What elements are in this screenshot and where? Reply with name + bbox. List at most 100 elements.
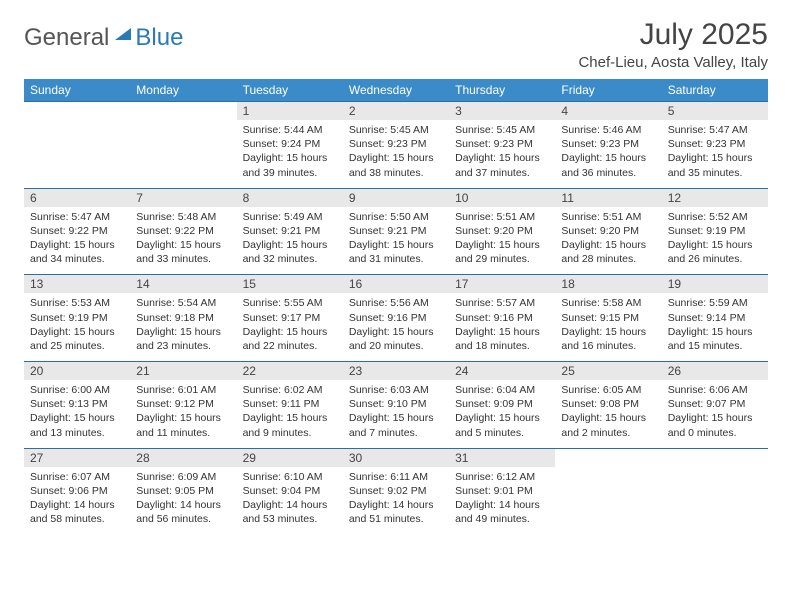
daylight-line: Daylight: 15 hours and 37 minutes. — [455, 151, 549, 179]
daylight-line: Daylight: 15 hours and 23 minutes. — [136, 325, 230, 353]
sunrise-line: Sunrise: 5:58 AM — [561, 296, 655, 310]
day-number: 12 — [662, 188, 768, 207]
day-number: 7 — [130, 188, 236, 207]
day-content: Sunrise: 6:01 AMSunset: 9:12 PMDaylight:… — [130, 380, 236, 448]
day-content: Sunrise: 6:00 AMSunset: 9:13 PMDaylight:… — [24, 380, 130, 448]
day-number: 11 — [555, 188, 661, 207]
day-number: 5 — [662, 102, 768, 121]
daylight-line: Daylight: 14 hours and 56 minutes. — [136, 498, 230, 526]
day-number: 21 — [130, 362, 236, 381]
day-number: 13 — [24, 275, 130, 294]
sunset-line: Sunset: 9:08 PM — [561, 397, 655, 411]
day-content: Sunrise: 5:47 AMSunset: 9:22 PMDaylight:… — [24, 207, 130, 275]
day-number: 25 — [555, 362, 661, 381]
daylight-line: Daylight: 15 hours and 22 minutes. — [243, 325, 337, 353]
daylight-line: Daylight: 15 hours and 18 minutes. — [455, 325, 549, 353]
day-content: Sunrise: 5:45 AMSunset: 9:23 PMDaylight:… — [343, 120, 449, 188]
daynum-row: 2728293031 — [24, 448, 768, 467]
sunset-line: Sunset: 9:15 PM — [561, 311, 655, 325]
sunset-line: Sunset: 9:17 PM — [243, 311, 337, 325]
sunrise-line: Sunrise: 6:05 AM — [561, 383, 655, 397]
day-number: 10 — [449, 188, 555, 207]
sunrise-line: Sunrise: 6:06 AM — [668, 383, 762, 397]
day-number: 18 — [555, 275, 661, 294]
weekday-header: Monday — [130, 79, 236, 102]
sunrise-line: Sunrise: 6:00 AM — [30, 383, 124, 397]
sunrise-line: Sunrise: 5:47 AM — [30, 210, 124, 224]
day-content: Sunrise: 5:48 AMSunset: 9:22 PMDaylight:… — [130, 207, 236, 275]
day-content: Sunrise: 5:47 AMSunset: 9:23 PMDaylight:… — [662, 120, 768, 188]
sunrise-line: Sunrise: 5:57 AM — [455, 296, 549, 310]
day-content: Sunrise: 5:57 AMSunset: 9:16 PMDaylight:… — [449, 293, 555, 361]
daylight-line: Daylight: 15 hours and 15 minutes. — [668, 325, 762, 353]
sunrise-line: Sunrise: 5:47 AM — [668, 123, 762, 137]
day-number: 29 — [237, 448, 343, 467]
day-content: Sunrise: 5:51 AMSunset: 9:20 PMDaylight:… — [449, 207, 555, 275]
content-row: Sunrise: 5:53 AMSunset: 9:19 PMDaylight:… — [24, 293, 768, 361]
sunset-line: Sunset: 9:07 PM — [668, 397, 762, 411]
sunset-line: Sunset: 9:21 PM — [243, 224, 337, 238]
daynum-row: 12345 — [24, 102, 768, 121]
sunset-line: Sunset: 9:23 PM — [455, 137, 549, 151]
day-content: Sunrise: 5:45 AMSunset: 9:23 PMDaylight:… — [449, 120, 555, 188]
day-number: 19 — [662, 275, 768, 294]
daylight-line: Daylight: 15 hours and 0 minutes. — [668, 411, 762, 439]
sunset-line: Sunset: 9:20 PM — [455, 224, 549, 238]
header: General Blue July 2025 Chef-Lieu, Aosta … — [24, 18, 768, 71]
day-content: Sunrise: 5:50 AMSunset: 9:21 PMDaylight:… — [343, 207, 449, 275]
sunrise-line: Sunrise: 5:46 AM — [561, 123, 655, 137]
sunset-line: Sunset: 9:06 PM — [30, 484, 124, 498]
daylight-line: Daylight: 15 hours and 2 minutes. — [561, 411, 655, 439]
sunrise-line: Sunrise: 6:12 AM — [455, 470, 549, 484]
sunrise-line: Sunrise: 5:56 AM — [349, 296, 443, 310]
sunrise-line: Sunrise: 6:04 AM — [455, 383, 549, 397]
day-content: Sunrise: 6:07 AMSunset: 9:06 PMDaylight:… — [24, 467, 130, 535]
calendar-body: 12345Sunrise: 5:44 AMSunset: 9:24 PMDayl… — [24, 102, 768, 535]
daynum-row: 20212223242526 — [24, 362, 768, 381]
day-number: 20 — [24, 362, 130, 381]
sunset-line: Sunset: 9:22 PM — [136, 224, 230, 238]
sunset-line: Sunset: 9:16 PM — [349, 311, 443, 325]
daylight-line: Daylight: 14 hours and 58 minutes. — [30, 498, 124, 526]
day-content: Sunrise: 6:03 AMSunset: 9:10 PMDaylight:… — [343, 380, 449, 448]
sunrise-line: Sunrise: 5:51 AM — [455, 210, 549, 224]
month-title: July 2025 — [578, 18, 768, 52]
sunrise-line: Sunrise: 5:50 AM — [349, 210, 443, 224]
content-row: Sunrise: 6:00 AMSunset: 9:13 PMDaylight:… — [24, 380, 768, 448]
daylight-line: Daylight: 15 hours and 9 minutes. — [243, 411, 337, 439]
content-row: Sunrise: 5:44 AMSunset: 9:24 PMDaylight:… — [24, 120, 768, 188]
day-number: 22 — [237, 362, 343, 381]
day-number: 26 — [662, 362, 768, 381]
logo-triangle-icon — [113, 24, 133, 44]
daylight-line: Daylight: 15 hours and 29 minutes. — [455, 238, 549, 266]
day-number: 8 — [237, 188, 343, 207]
logo: General Blue — [24, 24, 183, 52]
daynum-row: 6789101112 — [24, 188, 768, 207]
day-number: 31 — [449, 448, 555, 467]
empty-cell — [24, 120, 130, 188]
day-content: Sunrise: 5:56 AMSunset: 9:16 PMDaylight:… — [343, 293, 449, 361]
empty-cell — [662, 467, 768, 535]
sunset-line: Sunset: 9:18 PM — [136, 311, 230, 325]
sunrise-line: Sunrise: 5:51 AM — [561, 210, 655, 224]
daylight-line: Daylight: 15 hours and 33 minutes. — [136, 238, 230, 266]
day-content: Sunrise: 5:46 AMSunset: 9:23 PMDaylight:… — [555, 120, 661, 188]
sunset-line: Sunset: 9:12 PM — [136, 397, 230, 411]
sunrise-line: Sunrise: 5:45 AM — [349, 123, 443, 137]
empty-cell — [555, 467, 661, 535]
daylight-line: Daylight: 15 hours and 35 minutes. — [668, 151, 762, 179]
daylight-line: Daylight: 15 hours and 31 minutes. — [349, 238, 443, 266]
weekday-header: Saturday — [662, 79, 768, 102]
daylight-line: Daylight: 15 hours and 11 minutes. — [136, 411, 230, 439]
day-content: Sunrise: 5:55 AMSunset: 9:17 PMDaylight:… — [237, 293, 343, 361]
sunrise-line: Sunrise: 5:44 AM — [243, 123, 337, 137]
sunset-line: Sunset: 9:10 PM — [349, 397, 443, 411]
sunset-line: Sunset: 9:22 PM — [30, 224, 124, 238]
title-block: July 2025 Chef-Lieu, Aosta Valley, Italy — [578, 18, 768, 71]
calendar-head: SundayMondayTuesdayWednesdayThursdayFrid… — [24, 79, 768, 102]
empty-cell — [130, 102, 236, 121]
daylight-line: Daylight: 15 hours and 39 minutes. — [243, 151, 337, 179]
logo-text-blue: Blue — [135, 24, 183, 52]
day-number: 23 — [343, 362, 449, 381]
daylight-line: Daylight: 15 hours and 38 minutes. — [349, 151, 443, 179]
